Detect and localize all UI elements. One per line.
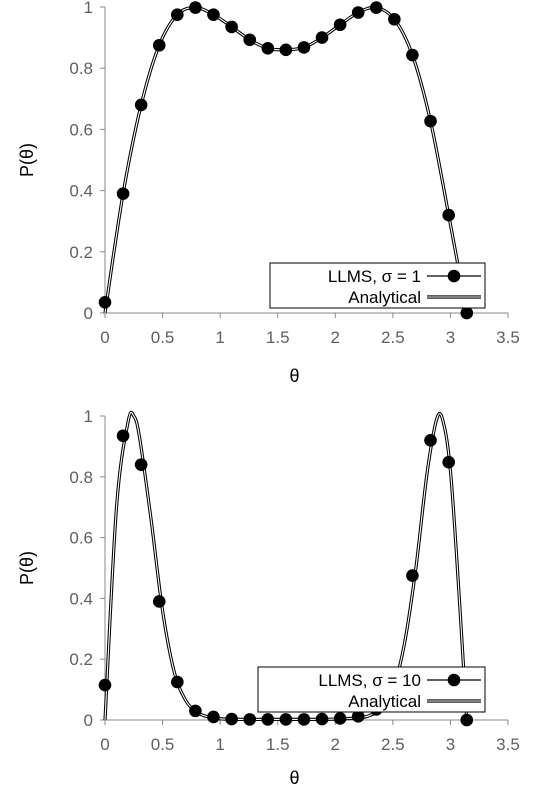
data-point — [406, 569, 419, 582]
data-point — [351, 6, 365, 19]
x-tick-label: 1.5 — [266, 328, 290, 347]
x-tick-label: 3.5 — [496, 735, 520, 754]
data-point — [207, 8, 220, 21]
bottom-chart: 0 0.5 1 1.5 2 2.5 3 3.5 0 0.2 0.4 0.6 0.8 1 θ P(θ) LLMS,… — [17, 407, 520, 788]
y-tick-label: 0.4 — [69, 589, 93, 608]
y-tick-label: 0.8 — [69, 468, 93, 487]
data-point — [225, 712, 238, 726]
data-point — [297, 41, 311, 54]
data-point — [388, 12, 401, 26]
y-tick-label: 1 — [84, 407, 93, 426]
x-tick-label: 2 — [331, 735, 340, 754]
data-point — [116, 187, 130, 200]
legend-label-analytical: Analytical — [348, 692, 421, 711]
x-tick-label: 2 — [331, 328, 340, 347]
x-tick-label: 0.5 — [151, 735, 175, 754]
data-point — [98, 295, 112, 309]
data-point — [171, 675, 184, 689]
data-point — [189, 704, 202, 718]
data-point — [315, 712, 329, 726]
x-tick-label: 3 — [446, 328, 455, 347]
data-point — [315, 31, 329, 44]
data-point — [369, 1, 383, 14]
data-point — [460, 306, 474, 320]
data-point — [279, 713, 293, 726]
legend-label-llms: LLMS, σ = 10 — [318, 671, 421, 690]
x-tick-label: 2.5 — [381, 328, 405, 347]
y-tick-label: 1 — [84, 0, 93, 17]
x-tick-label: 1.5 — [266, 735, 290, 754]
y-tick-label: 0.2 — [69, 650, 93, 669]
data-point — [243, 713, 257, 726]
data-point — [351, 710, 365, 723]
x-tick-label: 2.5 — [381, 735, 405, 754]
x-tick-label: 3.5 — [496, 328, 520, 347]
data-point — [279, 43, 293, 57]
y-tick-label: 0.6 — [69, 120, 93, 139]
data-point — [134, 458, 148, 471]
legend-box — [257, 666, 486, 713]
legend-marker-dot — [447, 673, 461, 687]
data-point — [116, 429, 130, 443]
data-point — [152, 595, 166, 608]
x-tick-label: 0 — [100, 735, 109, 754]
y-tick-label: 0.8 — [69, 59, 93, 78]
data-point — [442, 208, 456, 222]
x-axis-label: θ — [289, 768, 299, 788]
x-tick-label: 0 — [100, 328, 109, 347]
data-point — [460, 713, 474, 727]
legend-label-llms: LLMS, σ = 1 — [328, 267, 421, 286]
y-axis-label: P(θ) — [17, 143, 37, 177]
data-point — [261, 42, 275, 55]
data-point — [189, 1, 202, 14]
data-point — [171, 8, 184, 21]
y-tick-label: 0.4 — [69, 182, 93, 201]
y-tick-label: 0.2 — [69, 243, 93, 262]
data-point — [207, 710, 220, 724]
data-point — [297, 713, 311, 726]
x-tick-label: 1 — [215, 735, 224, 754]
data-point — [134, 98, 148, 112]
y-tick-label: 0 — [84, 304, 93, 323]
data-point — [424, 114, 437, 128]
y-axis-label: P(θ) — [17, 551, 37, 585]
data-point — [243, 33, 257, 47]
y-tick-label: 0 — [84, 711, 93, 730]
data-point — [333, 712, 347, 725]
legend-box — [269, 262, 486, 309]
data-point — [98, 678, 112, 692]
top-chart: 0 0.5 1 1.5 2 2.5 3 3.5 0 0.2 0.4 0.6 0.8 1 θ P(θ) LLMS,… — [17, 0, 520, 386]
x-tick-label: 3 — [446, 735, 455, 754]
x-axis-label: θ — [289, 366, 299, 386]
legend-marker-dot — [447, 269, 461, 283]
y-tick-label: 0.6 — [69, 529, 93, 548]
legend-label-analytical: Analytical — [348, 288, 421, 307]
data-point — [261, 713, 275, 726]
x-tick-label: 1 — [215, 328, 224, 347]
data-point — [424, 434, 437, 447]
data-point — [442, 455, 456, 469]
data-point — [333, 18, 347, 32]
data-point — [152, 38, 166, 52]
data-point — [406, 48, 419, 62]
x-tick-label: 0.5 — [151, 328, 175, 347]
data-point — [225, 20, 238, 34]
